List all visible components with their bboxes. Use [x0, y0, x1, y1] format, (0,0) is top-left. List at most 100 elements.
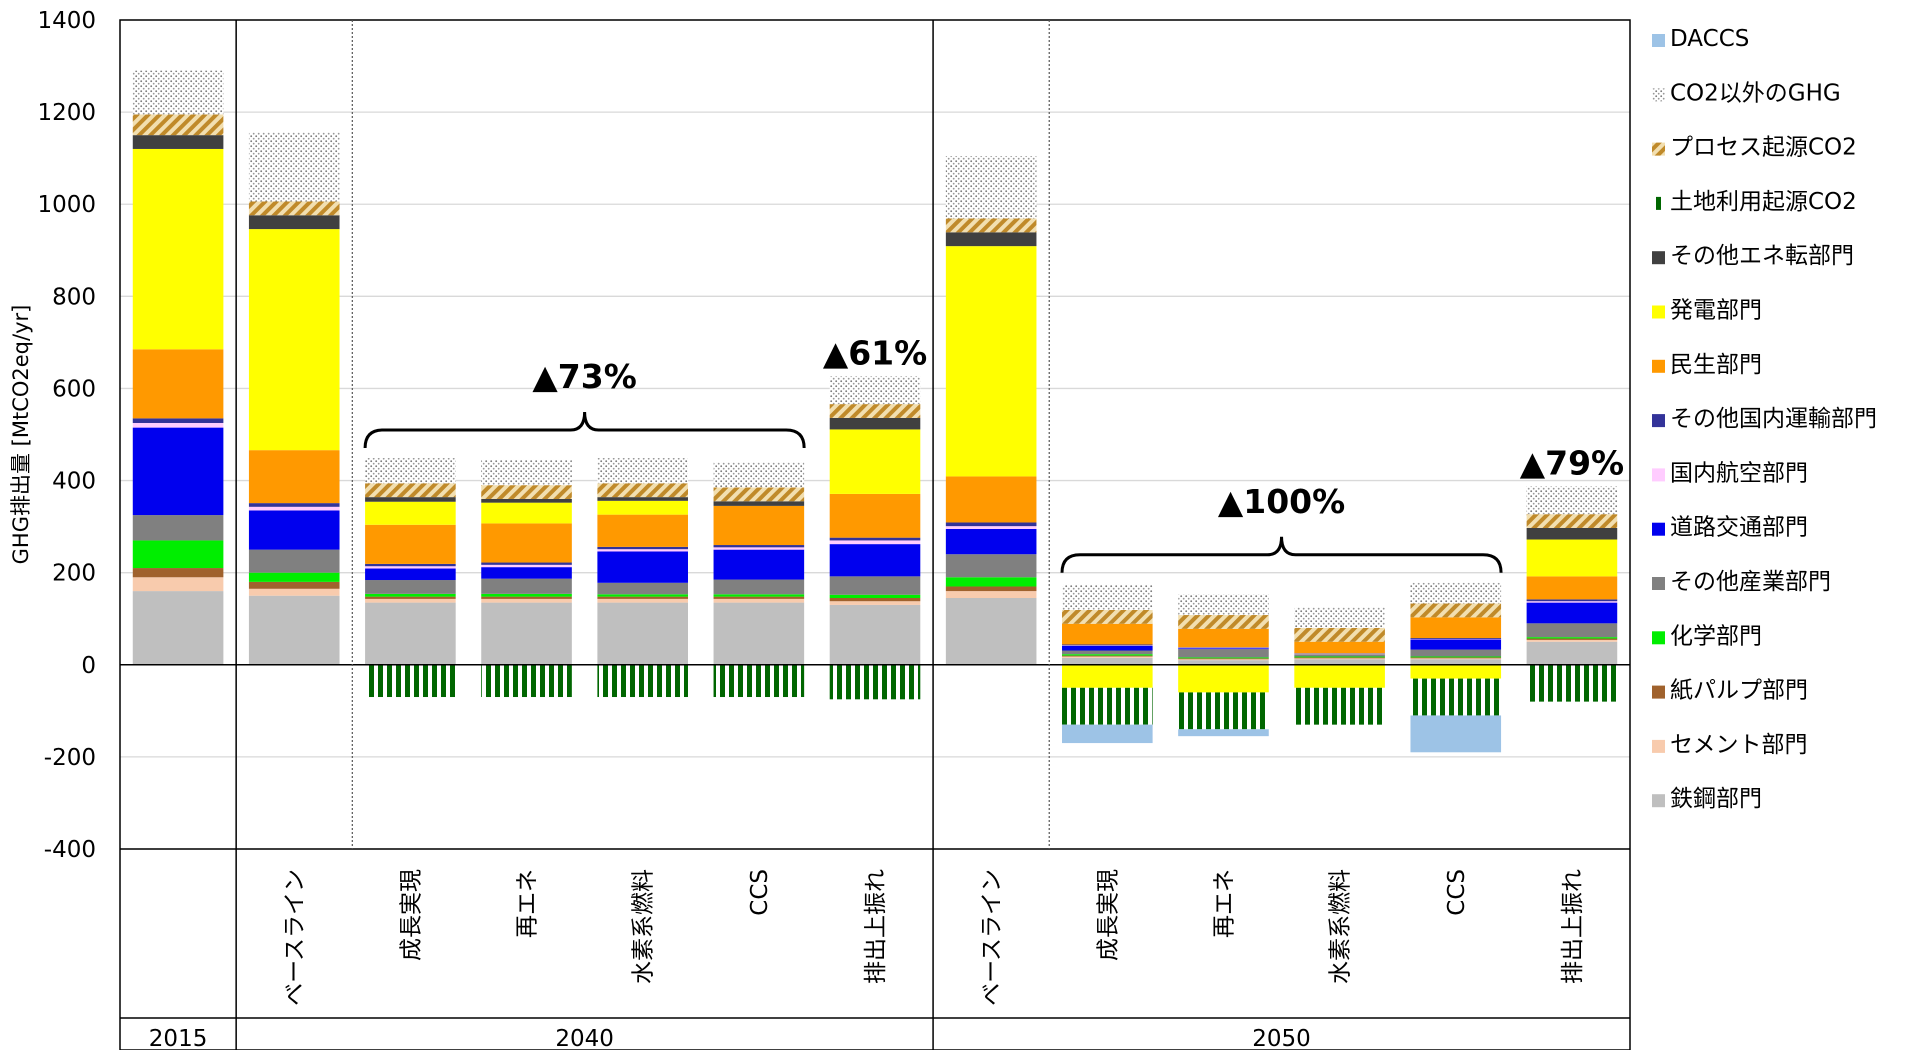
legend-swatch — [1652, 739, 1665, 753]
bar-segment-鉄鋼部門 — [481, 602, 572, 665]
bar-segment-土地利用起源CO2 — [481, 664, 572, 698]
bar-segment-その他国内運輸部門 — [597, 546, 688, 550]
category-label: 成長実現 — [1095, 869, 1121, 961]
y-tick-label: 1200 — [37, 100, 96, 126]
bar-segment-発電部門 — [1526, 539, 1618, 577]
annotation-brace — [1060, 536, 1503, 573]
bar-segment-プロセス起源CO2 — [713, 487, 805, 502]
category-label: 水素系燃料 — [1328, 869, 1354, 984]
group-label: 2040 — [555, 1026, 614, 1050]
bar-segment-土地利用起源CO2 — [713, 664, 805, 698]
bar-segment-その他産業部門 — [132, 515, 224, 541]
bar-segment-CO2以外のGHG — [132, 70, 224, 115]
bar-segment-プロセス起源CO2 — [1178, 615, 1269, 629]
bar-segment-紙パルプ部門 — [597, 596, 688, 599]
bar-segment-その他エネ転部門 — [132, 135, 224, 149]
bar-segment-その他産業部門 — [597, 582, 688, 595]
bar-segment-セメント部門 — [1526, 639, 1618, 642]
bar-segment-化学部門 — [1526, 637, 1618, 639]
bar-segment-化学部門 — [365, 593, 456, 597]
bar-segment-その他産業部門 — [713, 579, 805, 595]
bar-segment-セメント部門 — [365, 598, 456, 603]
bar-segment-鉄鋼部門 — [1526, 641, 1618, 665]
bar-segment-土地利用起源CO2 — [365, 664, 456, 698]
bar-segment-国内航空部門 — [132, 422, 224, 428]
group-label: 2015 — [149, 1026, 208, 1050]
category-label: 再エネ — [1211, 869, 1237, 938]
bar-segment-CO2以外のGHG — [1178, 594, 1269, 616]
bar-segment-セメント部門 — [945, 591, 1037, 598]
bar-segment-道路交通部門 — [1062, 645, 1153, 651]
bar-segment-土地利用起源CO2 — [1410, 678, 1502, 716]
bar-segment-セメント部門 — [1178, 659, 1269, 661]
bar-segment-鉄鋼部門 — [1062, 657, 1153, 665]
annotation-label: ▲73% — [532, 357, 636, 396]
bar-segment-国内航空部門 — [597, 549, 688, 552]
bar-segment-紙パルプ部門 — [829, 597, 921, 602]
bar-segment-化学部門 — [945, 577, 1037, 587]
bar-segment-プロセス起源CO2 — [1526, 514, 1618, 528]
bar-segment-セメント部門 — [1062, 656, 1153, 658]
bar-segment-プロセス起源CO2 — [1294, 627, 1385, 642]
bar-segment-土地利用起源CO2 — [1526, 664, 1618, 702]
bar-segment-CO2以外のGHG — [1062, 584, 1153, 610]
bar-segment-民生部門 — [1178, 628, 1269, 648]
bar-segment-プロセス起源CO2 — [248, 201, 340, 216]
bar-segment-その他エネ転部門 — [248, 215, 340, 230]
bar-segment-その他国内運輸部門 — [1062, 644, 1153, 646]
bar-segment-CO2以外のGHG — [248, 132, 340, 202]
legend-label: CO2以外のGHG — [1670, 80, 1841, 106]
bar-segment-その他産業部門 — [1062, 650, 1153, 655]
bar-segment-発電部門 — [132, 148, 224, 350]
bar-segment-国内航空部門 — [248, 506, 340, 511]
bar-segment-民生部門 — [248, 450, 340, 504]
bar-segment-鉄鋼部門 — [132, 591, 224, 665]
category-label: ベースライン — [282, 869, 308, 1006]
bar-segment-その他産業部門 — [481, 578, 572, 594]
bar-segment-化学部門 — [132, 540, 224, 569]
bar-segment-紙パルプ部門 — [1526, 638, 1618, 640]
bar-segment-化学部門 — [829, 594, 921, 598]
bar-segment-紙パルプ部門 — [365, 596, 456, 599]
legend-swatch — [1652, 359, 1665, 373]
bar-segment-CO2以外のGHG — [829, 376, 921, 405]
legend-label: 土地利用起源CO2 — [1670, 189, 1857, 215]
legend-swatch — [1652, 577, 1665, 590]
bar-segment-国内航空部門 — [945, 526, 1037, 529]
bar-segment-CO2以外のGHG — [481, 459, 572, 486]
bar-segment-紙パルプ部門 — [945, 586, 1037, 592]
legend-swatch — [1652, 196, 1665, 210]
legend-swatch — [1652, 631, 1665, 645]
bar-segment-発電部門 — [1062, 664, 1153, 688]
bar-segment-プロセス起源CO2 — [829, 404, 921, 418]
bar-segment-土地利用起源CO2 — [1178, 692, 1269, 730]
bar-segment-DACCS — [1062, 724, 1153, 744]
bar-segment-化学部門 — [481, 593, 572, 597]
bar-segment-国内航空部門 — [713, 547, 805, 550]
bar-segment-その他産業部門 — [365, 580, 456, 594]
annotation-label: ▲61% — [823, 333, 927, 372]
bar-segment-化学部門 — [1062, 654, 1153, 656]
bar-segment-道路交通部門 — [1178, 648, 1269, 650]
bar-segment-道路交通部門 — [1410, 639, 1502, 650]
bar-segment-プロセス起源CO2 — [481, 485, 572, 499]
bar-segment-道路交通部門 — [713, 549, 805, 580]
bar-segment-DACCS — [1178, 729, 1269, 737]
category-label: 成長実現 — [398, 869, 424, 961]
bar-segment-民生部門 — [945, 476, 1037, 523]
bar-segment-民生部門 — [713, 505, 805, 546]
bar-segment-その他エネ転部門 — [1526, 527, 1618, 540]
bar-segment-セメント部門 — [713, 598, 805, 603]
bar-segment-紙パルプ部門 — [1410, 657, 1502, 659]
category-label: CCS — [747, 869, 773, 916]
bar-segment-国内航空部門 — [829, 540, 921, 545]
legend-label: 化学部門 — [1670, 623, 1762, 649]
bar-segment-鉄鋼部門 — [365, 602, 456, 665]
bar-segment-プロセス起源CO2 — [365, 483, 456, 498]
bar-segment-その他エネ転部門 — [829, 417, 921, 430]
bar-segment-その他国内運輸部門 — [132, 418, 224, 423]
bar-segment-その他エネ転部門 — [597, 497, 688, 501]
legend-label: その他産業部門 — [1670, 569, 1831, 595]
bar-segment-鉄鋼部門 — [945, 597, 1037, 665]
bar-segment-鉄鋼部門 — [829, 604, 921, 665]
